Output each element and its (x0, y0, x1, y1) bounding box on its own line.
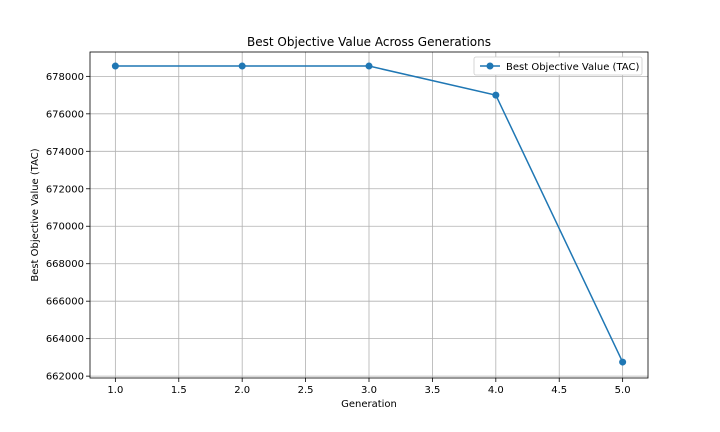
y-tick-label: 664000 (46, 334, 84, 345)
y-tick-label: 666000 (46, 297, 84, 308)
y-tick-label: 676000 (46, 109, 84, 120)
x-tick-label: 1.0 (107, 385, 123, 396)
x-tick-label: 3.0 (361, 385, 377, 396)
legend-box (473, 56, 643, 76)
x-tick-label: 3.5 (424, 385, 440, 396)
legend-marker (486, 62, 494, 70)
y-axis: 662000 664000 666000 668000 670000 672000 6740… (46, 72, 90, 383)
y-tick-label: 672000 (46, 184, 84, 195)
series-layer (111, 62, 627, 366)
data-point (111, 62, 119, 70)
x-tick-label: 4.0 (488, 385, 504, 396)
data-point (365, 62, 373, 70)
x-tick-label: 2.0 (234, 385, 250, 396)
data-point (492, 91, 500, 99)
legend-entry-label: Best Objective Value (TAC) (506, 62, 639, 73)
x-tick-label: 2.5 (298, 385, 314, 396)
x-tick-label: 5.0 (615, 385, 631, 396)
y-axis-label: Best Objective Value (TAC) (30, 148, 41, 281)
x-axis-label: Generation (341, 399, 397, 410)
x-axis: 1.0 1.5 2.0 2.5 3.0 3.5 4.0 4.5 5.0 (107, 378, 631, 396)
y-tick-label: 674000 (46, 147, 84, 158)
legend: Best Objective Value (TAC) (473, 56, 643, 76)
data-point (238, 62, 246, 70)
y-tick-label: 662000 (46, 372, 84, 383)
x-tick-label: 1.5 (171, 385, 187, 396)
y-tick-label: 678000 (46, 72, 84, 83)
chart-title: Best Objective Value Across Generations (247, 35, 491, 49)
data-point (619, 358, 627, 366)
x-tick-label: 4.5 (551, 385, 567, 396)
y-tick-label: 670000 (46, 222, 84, 233)
y-tick-label: 668000 (46, 259, 84, 270)
grid (90, 52, 648, 378)
